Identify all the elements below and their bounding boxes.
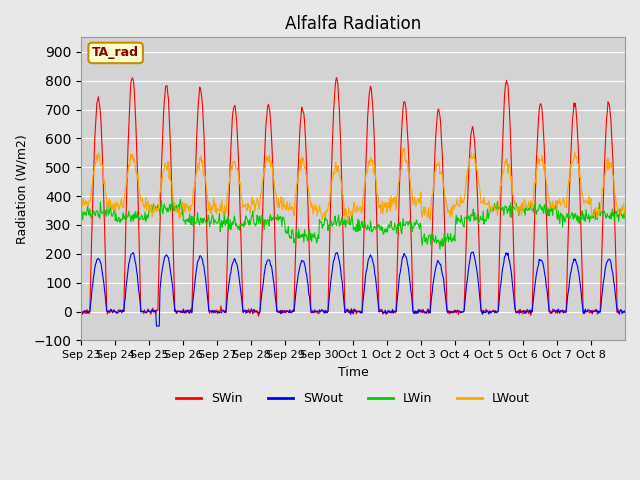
LWin [77, 207, 85, 213]
SWin [141, 309, 149, 315]
LWin [621, 216, 629, 222]
LWin [269, 217, 276, 223]
SWout [242, 307, 250, 313]
X-axis label: Time: Time [338, 366, 369, 379]
SWout [141, 309, 149, 315]
LWin [436, 247, 444, 252]
SWin [411, 311, 419, 317]
LWin [441, 239, 449, 245]
SWout [269, 272, 276, 278]
Line: LWout: LWout [81, 148, 625, 224]
SWin [621, 308, 629, 313]
LWout [344, 221, 351, 227]
SWin [269, 160, 276, 166]
Text: TA_rad: TA_rad [92, 47, 139, 60]
LWout [268, 160, 276, 166]
LWout [289, 204, 296, 210]
SWout [410, 311, 417, 316]
SWin [289, 307, 297, 313]
LWout [401, 145, 408, 151]
Title: Alfalfa Radiation: Alfalfa Radiation [285, 15, 421, 33]
SWin [77, 308, 85, 314]
Line: SWin: SWin [81, 77, 625, 316]
SWout [621, 308, 629, 314]
LWout [411, 194, 419, 200]
SWout [289, 308, 297, 313]
SWin [441, 234, 449, 240]
LWout [141, 203, 149, 209]
SWout [440, 284, 448, 289]
SWout [152, 323, 160, 329]
Y-axis label: Radiation (W/m2): Radiation (W/m2) [15, 134, 28, 244]
SWin [255, 313, 262, 319]
Legend: SWin, SWout, LWin, LWout: SWin, SWout, LWin, LWout [172, 387, 535, 410]
LWout [441, 195, 449, 201]
SWin [333, 74, 340, 80]
Line: LWin: LWin [81, 199, 625, 250]
LWout [241, 203, 249, 209]
LWin [410, 225, 417, 230]
SWout [470, 249, 477, 255]
LWin [289, 232, 297, 238]
LWout [77, 201, 85, 207]
Line: SWout: SWout [81, 252, 625, 326]
LWin [169, 196, 177, 202]
LWout [621, 212, 629, 218]
LWin [141, 209, 149, 215]
SWout [77, 309, 85, 314]
LWin [242, 213, 250, 219]
SWin [241, 308, 249, 313]
